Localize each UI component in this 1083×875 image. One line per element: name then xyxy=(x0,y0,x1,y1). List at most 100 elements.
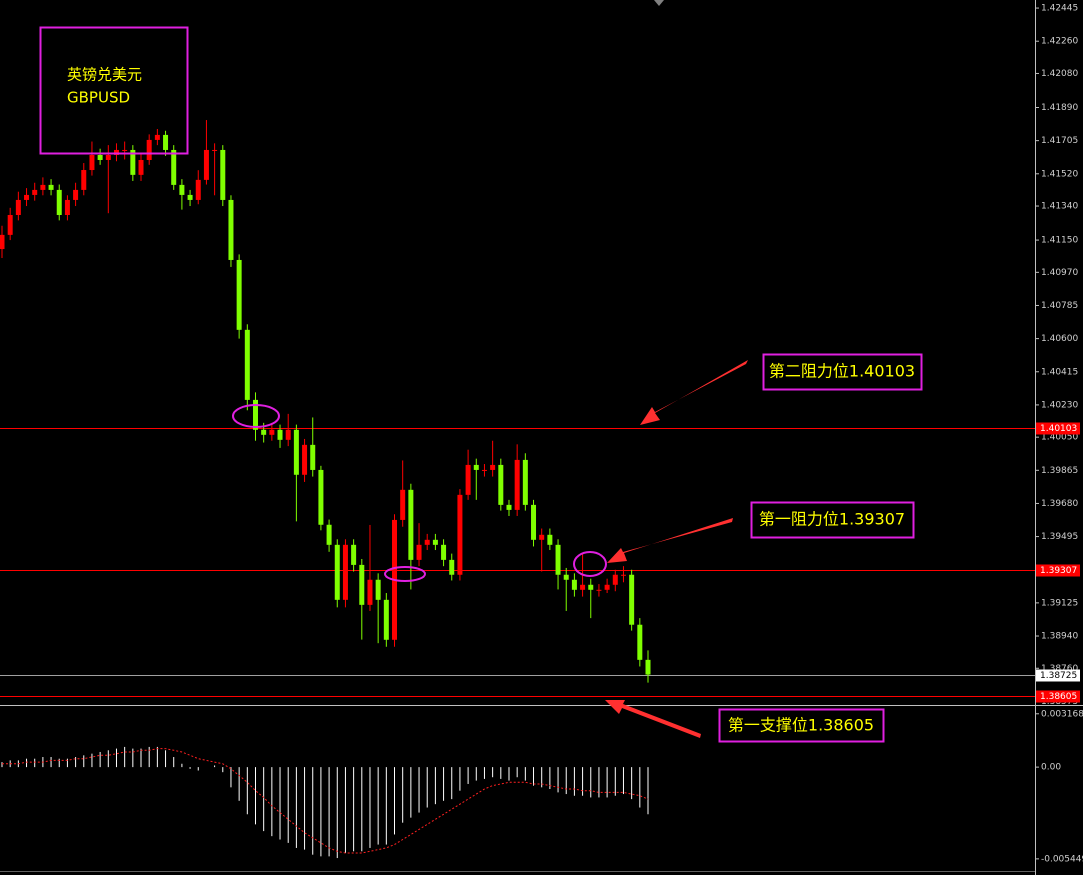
candle-body xyxy=(506,504,512,510)
candle-body xyxy=(269,429,275,435)
title-box xyxy=(39,26,189,155)
y-tick-label: 1.40970 xyxy=(1041,268,1078,278)
candle-body xyxy=(514,459,520,510)
scroll-marker xyxy=(654,0,664,6)
candle-body xyxy=(24,194,30,200)
highlights xyxy=(232,404,607,582)
candle-body xyxy=(163,134,169,150)
signal-line xyxy=(2,748,649,854)
y-tick-label: 1.40415 xyxy=(1041,367,1078,377)
candle-body xyxy=(171,149,177,185)
y-tick-label: 1.41520 xyxy=(1041,169,1078,179)
candle-body xyxy=(326,524,332,545)
plot-area xyxy=(0,120,1035,859)
candle-body xyxy=(637,624,643,660)
candle-body xyxy=(351,544,357,565)
candle-body xyxy=(277,429,283,440)
candle-body xyxy=(228,199,234,260)
highlight-ellipse xyxy=(573,551,607,577)
y-tick-label: 0.003168 xyxy=(1041,709,1083,719)
candle-body xyxy=(154,134,160,140)
candle-body xyxy=(367,579,373,605)
candle-body xyxy=(359,564,365,605)
arrow xyxy=(605,700,701,738)
candle-body xyxy=(113,149,119,155)
y-tick-label: 1.39680 xyxy=(1041,499,1078,509)
candle-body xyxy=(252,399,258,430)
candle-body xyxy=(89,154,95,171)
candle-body xyxy=(580,584,586,590)
y-tick-label: 1.39125 xyxy=(1041,598,1078,608)
candle-body xyxy=(40,184,46,190)
y-tick-label: 1.40600 xyxy=(1041,334,1078,344)
candle-body xyxy=(383,599,389,640)
y-tick-label: 1.40230 xyxy=(1041,400,1078,410)
candle-body xyxy=(261,429,267,435)
candle-body xyxy=(64,199,70,215)
candle-body xyxy=(612,574,618,585)
y-tick-label: 1.39865 xyxy=(1041,466,1078,476)
candle-body xyxy=(465,464,471,495)
candle-body xyxy=(15,199,21,215)
candle-body xyxy=(302,444,308,475)
level-label-bg xyxy=(1036,669,1080,682)
candle-body xyxy=(498,464,504,505)
y-tick-label: 1.39495 xyxy=(1041,532,1078,542)
candle-body xyxy=(449,559,455,575)
candle-body xyxy=(122,149,128,151)
candle-body xyxy=(588,584,594,590)
candle-body xyxy=(441,544,447,560)
candle-body xyxy=(629,574,635,625)
level-label-bg xyxy=(1036,422,1080,435)
candle-body xyxy=(0,234,5,250)
candle-body xyxy=(179,184,185,195)
y-tick-label: 1.41340 xyxy=(1041,202,1078,212)
candle-body xyxy=(212,149,218,151)
level-label: 1.38605 xyxy=(1040,692,1077,702)
candle-body xyxy=(48,184,54,190)
candle-body xyxy=(531,504,537,540)
candle-body xyxy=(555,544,561,575)
candle-body xyxy=(146,139,152,160)
candle-body xyxy=(645,659,651,675)
y-tick-label: 1.38940 xyxy=(1041,632,1078,642)
annotation: 第二阻力位1.40103 xyxy=(769,362,915,381)
candle-body xyxy=(285,429,291,440)
candle-body xyxy=(481,469,487,471)
level-label-bg xyxy=(1036,564,1080,577)
level-label: 1.40103 xyxy=(1040,424,1077,434)
highlight-ellipse xyxy=(232,404,280,428)
y-tick-label: 1.38760 xyxy=(1041,664,1078,674)
candle-body xyxy=(220,149,226,200)
candle-body xyxy=(604,584,610,590)
candle-body xyxy=(203,149,209,180)
arrows xyxy=(605,360,748,738)
candle-body xyxy=(310,444,316,470)
y-tick-label: 0.00 xyxy=(1041,763,1061,773)
arrow xyxy=(607,518,733,563)
axis-labels: 1.42445 1.42260 1.42080 1.41890 1.41705 1.415… xyxy=(1035,4,1083,864)
candle-body xyxy=(7,214,13,235)
candle-body xyxy=(490,464,496,470)
arrow xyxy=(640,360,748,425)
chart-title: 英镑兑美元 xyxy=(67,66,142,84)
candle-body xyxy=(408,489,414,560)
candle-body xyxy=(187,194,193,200)
y-tick-label: 1.42260 xyxy=(1041,37,1078,47)
candle-body xyxy=(56,189,62,215)
y-tick-label: 1.40050 xyxy=(1041,433,1078,443)
candle-body xyxy=(244,329,250,400)
candle-body xyxy=(432,539,438,545)
candle-body xyxy=(105,154,111,160)
candle-body xyxy=(318,469,324,525)
candle-body xyxy=(596,589,602,591)
candle-body xyxy=(473,464,479,470)
y-tick-label: -0.005449 xyxy=(1041,854,1083,864)
annotation-box xyxy=(718,708,885,743)
candle-body xyxy=(81,170,87,190)
candle-body xyxy=(522,459,528,505)
candle-body xyxy=(400,489,406,520)
y-tick-label: 1.41890 xyxy=(1041,103,1078,113)
annotation: 第一支撑位1.38605 xyxy=(728,716,874,735)
candle-body xyxy=(342,544,348,600)
